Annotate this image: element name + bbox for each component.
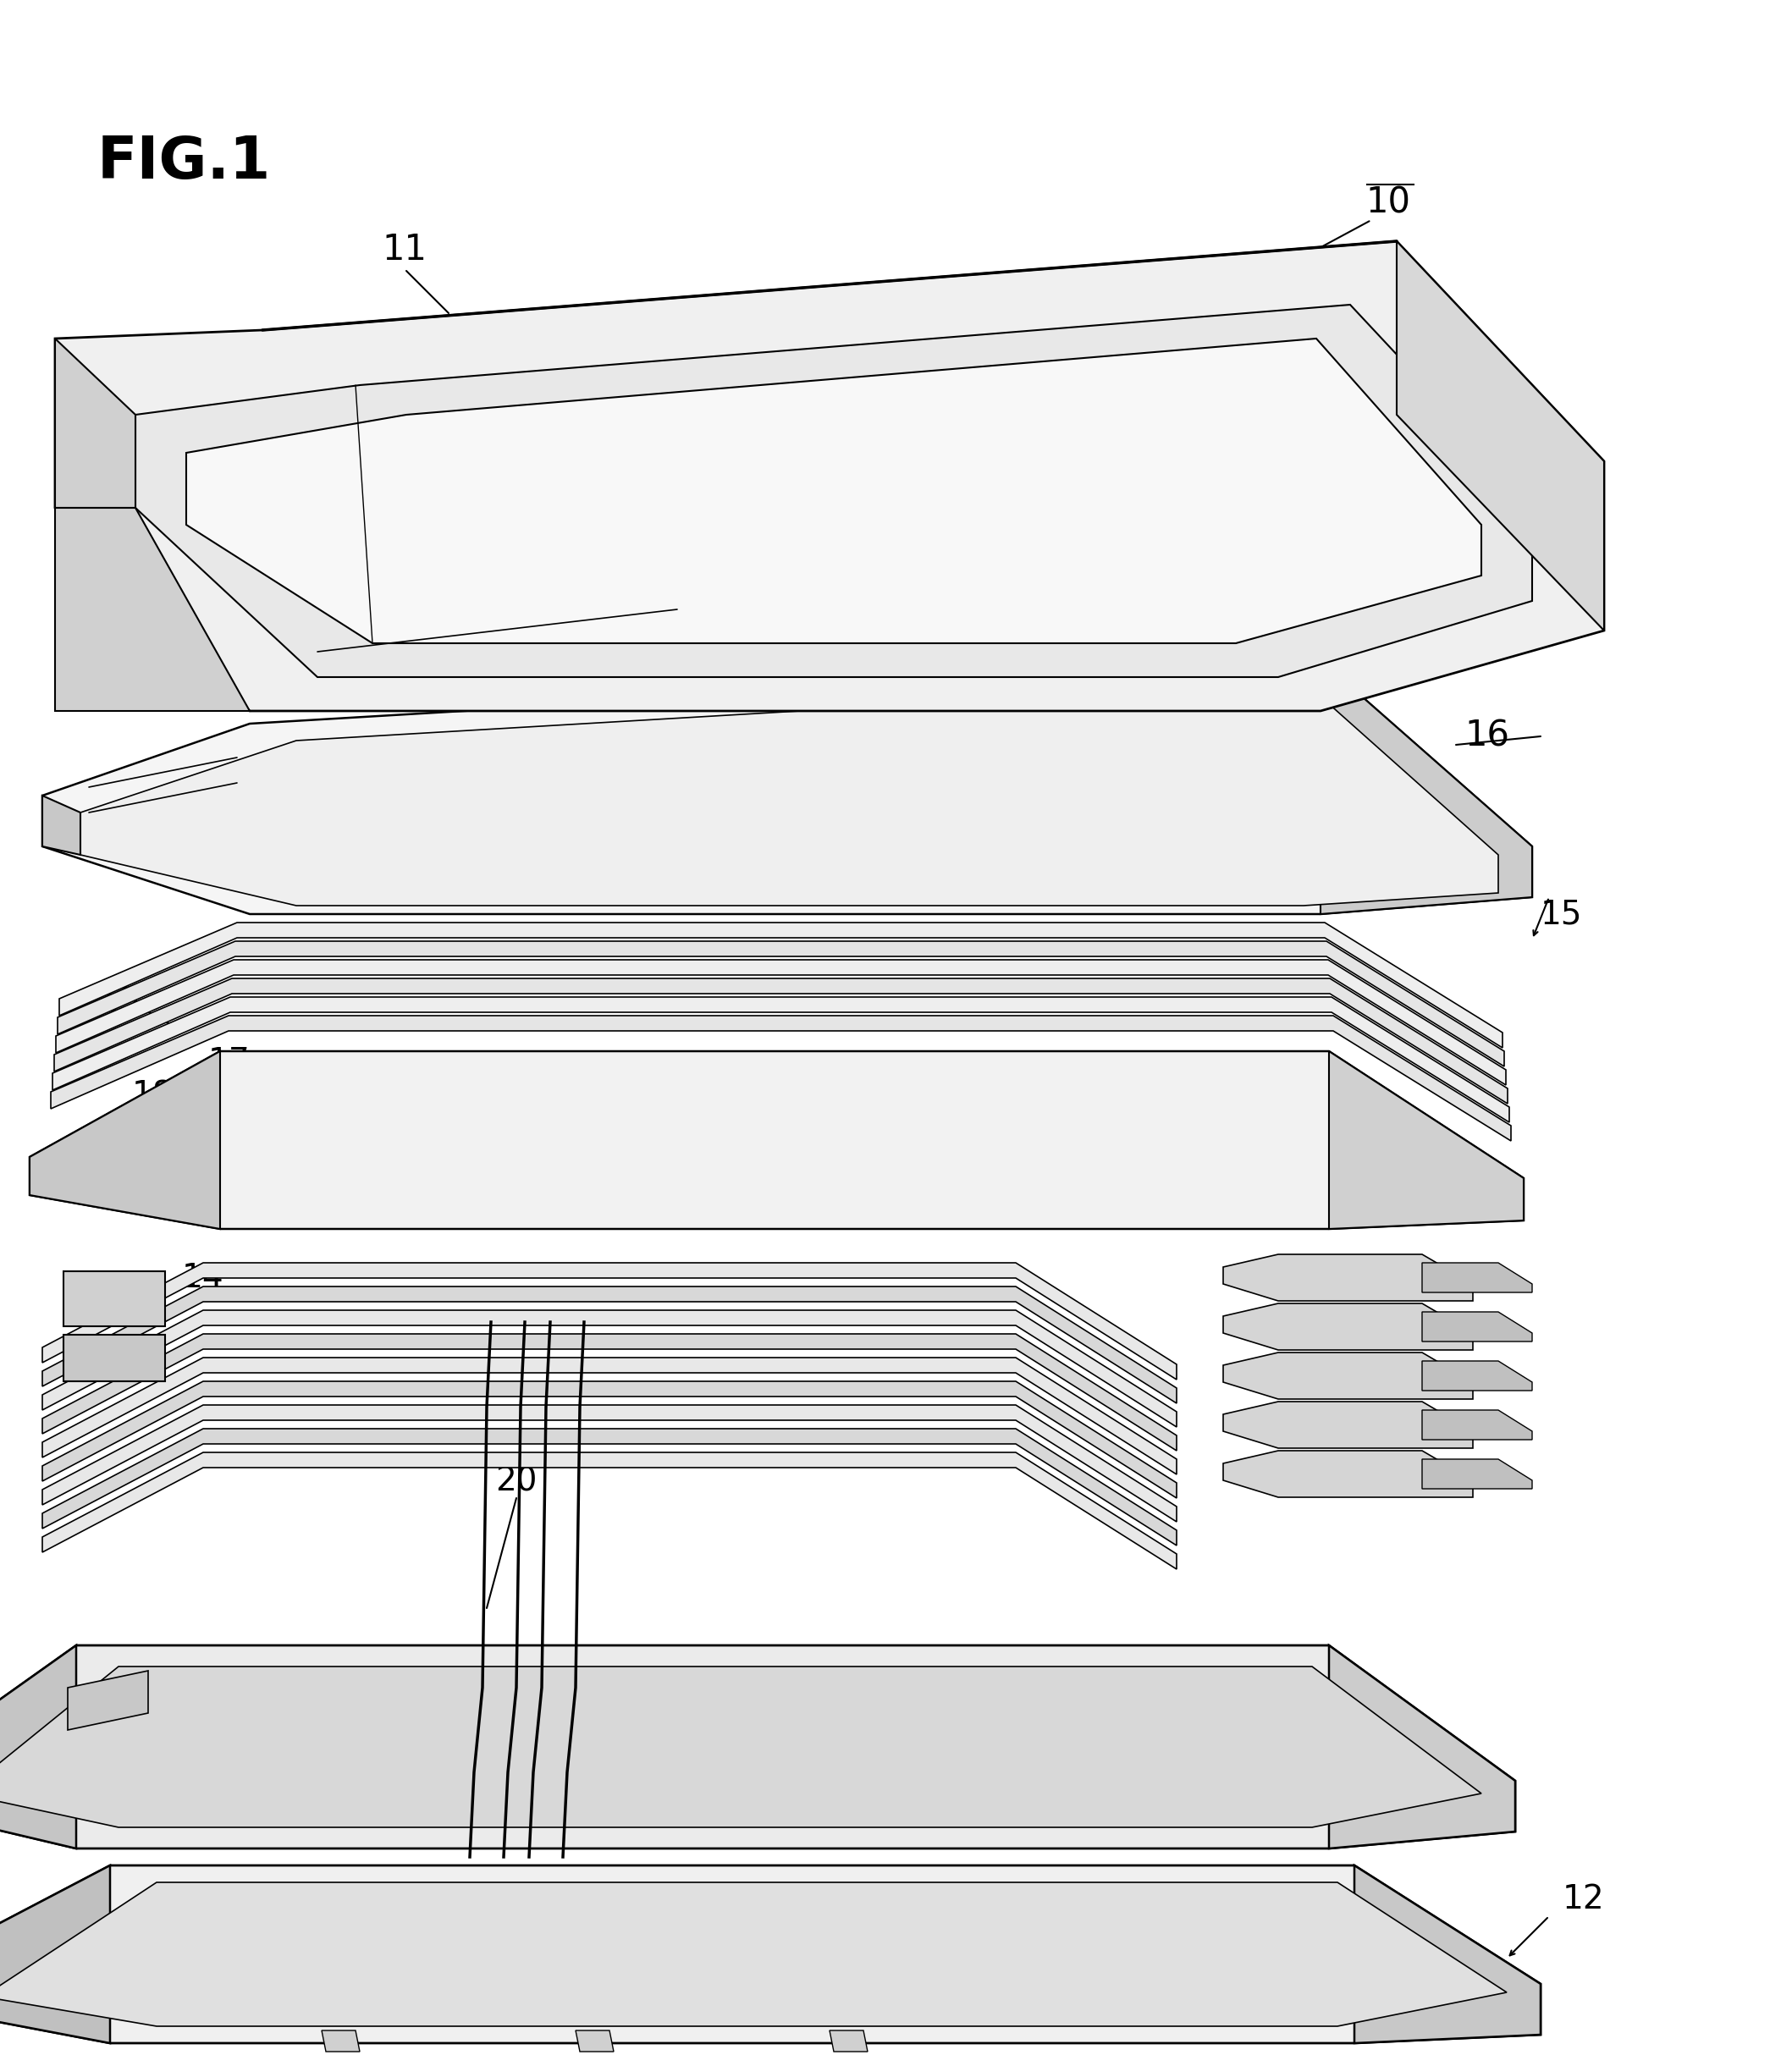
Polygon shape [0, 1667, 1482, 1827]
Text: A: A [1106, 388, 1129, 423]
Polygon shape [43, 1381, 1177, 1498]
Polygon shape [0, 1646, 77, 1850]
Polygon shape [43, 1358, 1177, 1473]
Polygon shape [1321, 660, 1532, 914]
Polygon shape [43, 1428, 1177, 1545]
Polygon shape [30, 1052, 1523, 1229]
Polygon shape [1330, 1646, 1516, 1850]
Text: 16: 16 [1464, 719, 1509, 754]
Polygon shape [56, 339, 136, 508]
Polygon shape [57, 941, 1503, 1067]
Text: 17: 17 [1104, 1134, 1147, 1167]
Polygon shape [186, 339, 1482, 643]
Polygon shape [1224, 1451, 1473, 1498]
Polygon shape [30, 1052, 220, 1229]
Text: 17: 17 [208, 1046, 249, 1079]
Polygon shape [575, 2030, 613, 2051]
Polygon shape [1224, 1352, 1473, 1399]
Polygon shape [52, 997, 1509, 1122]
Polygon shape [1423, 1410, 1532, 1441]
Polygon shape [1423, 1262, 1532, 1293]
Polygon shape [830, 2030, 867, 2051]
Polygon shape [1330, 1052, 1523, 1229]
Polygon shape [1224, 1402, 1473, 1449]
Polygon shape [43, 1311, 1177, 1426]
Text: A: A [70, 1165, 91, 1196]
Polygon shape [0, 1866, 1541, 2043]
Polygon shape [68, 1671, 149, 1730]
Polygon shape [81, 682, 1498, 906]
Text: 13: 13 [989, 364, 1034, 399]
Polygon shape [1423, 1360, 1532, 1391]
Polygon shape [0, 1882, 1507, 2026]
Text: 18: 18 [1231, 1178, 1274, 1210]
Polygon shape [50, 1015, 1511, 1141]
Text: 20: 20 [509, 1761, 550, 1794]
Polygon shape [0, 1866, 109, 2043]
Polygon shape [321, 2030, 360, 2051]
Text: 14: 14 [183, 1262, 224, 1295]
Polygon shape [1396, 240, 1604, 631]
Polygon shape [1423, 1311, 1532, 1342]
Polygon shape [56, 508, 249, 711]
Text: 19: 19 [1219, 1093, 1262, 1124]
Polygon shape [56, 960, 1505, 1085]
Polygon shape [43, 1286, 1177, 1404]
Polygon shape [43, 795, 81, 855]
Polygon shape [1224, 1303, 1473, 1350]
Polygon shape [63, 1272, 165, 1325]
Polygon shape [43, 1406, 1177, 1523]
Polygon shape [136, 304, 1532, 676]
Polygon shape [63, 1336, 165, 1381]
Text: 12: 12 [1563, 1882, 1604, 1915]
Text: 10: 10 [1366, 185, 1410, 220]
Text: 11: 11 [382, 232, 426, 267]
Text: 18: 18 [131, 1081, 174, 1112]
Polygon shape [1423, 1459, 1532, 1488]
Polygon shape [59, 923, 1502, 1048]
Polygon shape [0, 1646, 1516, 1850]
Polygon shape [43, 660, 1532, 914]
Text: 15: 15 [1541, 898, 1582, 931]
Text: FIG.1: FIG.1 [97, 134, 271, 191]
Polygon shape [43, 1453, 1177, 1570]
Polygon shape [43, 1262, 1177, 1379]
Text: 20: 20 [495, 1465, 538, 1498]
Polygon shape [1224, 1254, 1473, 1301]
Text: A: A [1122, 364, 1147, 399]
Text: 19: 19 [97, 986, 140, 1019]
Polygon shape [1355, 1866, 1541, 2043]
Polygon shape [54, 978, 1507, 1104]
Polygon shape [56, 240, 1604, 711]
Polygon shape [43, 1334, 1177, 1451]
